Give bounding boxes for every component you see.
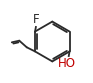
Text: F: F — [33, 13, 39, 26]
Text: HO: HO — [58, 57, 76, 70]
